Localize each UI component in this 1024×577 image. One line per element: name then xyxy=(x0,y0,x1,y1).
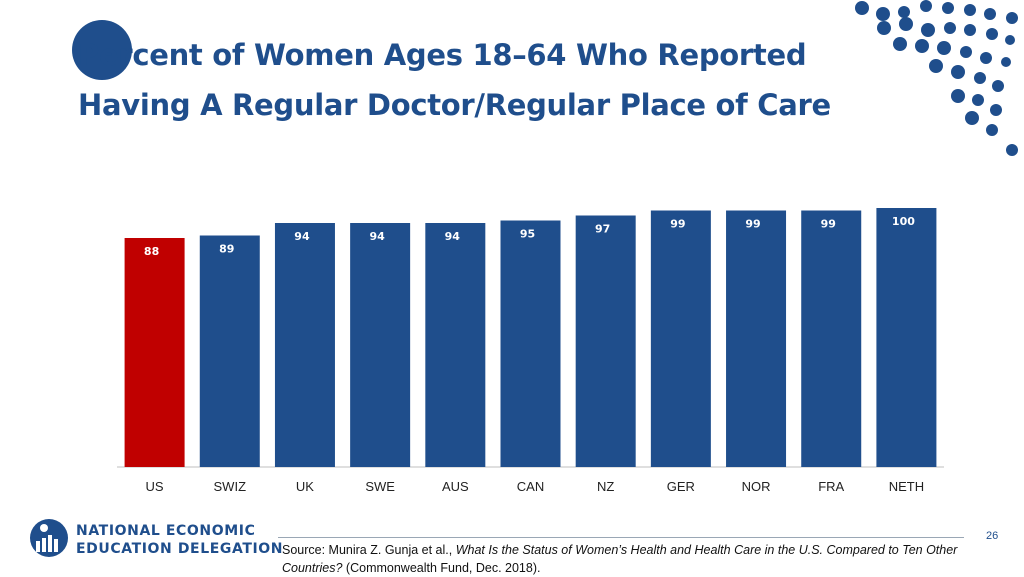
decorative-dot xyxy=(951,89,965,103)
need-logo: NATIONAL ECONOMIC EDUCATION DELEGATION xyxy=(28,517,283,561)
decorative-dot xyxy=(972,94,984,106)
decorative-dot xyxy=(986,28,998,40)
data-label-swe: 94 xyxy=(369,230,385,243)
decorative-dot xyxy=(937,41,951,55)
decorative-dot xyxy=(992,80,1004,92)
x-tick-label-us: US xyxy=(146,479,164,494)
x-tick-label-neth: NETH xyxy=(889,479,924,494)
decorative-dot xyxy=(893,37,907,51)
x-tick-label-nz: NZ xyxy=(597,479,614,494)
data-label-fra: 99 xyxy=(821,218,836,231)
data-label-swiz: 89 xyxy=(219,243,234,256)
source-title: What Is the Status of Women’s Health and… xyxy=(282,543,958,575)
data-label-us: 88 xyxy=(144,245,159,258)
x-tick-label-uk: UK xyxy=(296,479,314,494)
data-label-aus: 94 xyxy=(445,230,461,243)
logo-text: NATIONAL ECONOMIC EDUCATION DELEGATION xyxy=(76,522,283,558)
title-accent-circle xyxy=(72,20,132,80)
decorative-dot xyxy=(964,4,976,16)
decorative-dot xyxy=(964,24,976,36)
decorative-dot xyxy=(921,23,935,37)
bar-nor xyxy=(726,210,787,467)
x-tick-label-aus: AUS xyxy=(442,479,469,494)
decorative-dot xyxy=(960,46,972,58)
decorative-dot xyxy=(877,21,891,35)
decorative-dot xyxy=(965,111,979,125)
decorative-dot xyxy=(986,124,998,136)
decorative-dot xyxy=(990,104,1002,116)
x-tick-label-can: CAN xyxy=(517,479,544,494)
source-prefix: Source: Munira Z. Gunja et al., xyxy=(282,543,456,557)
data-label-nor: 99 xyxy=(745,218,760,231)
x-tick-label-swe: SWE xyxy=(365,479,395,494)
x-tick-label-nor: NOR xyxy=(742,479,771,494)
bar-ger xyxy=(650,210,711,467)
bar-swe xyxy=(350,223,411,467)
logo-line-1: NATIONAL ECONOMIC xyxy=(76,523,256,539)
bar-neth xyxy=(876,208,937,467)
data-label-neth: 100 xyxy=(892,215,915,228)
data-label-uk: 94 xyxy=(294,230,310,243)
data-label-nz: 97 xyxy=(595,223,610,236)
bar-chart: 88 US 89 SWIZ 94 UK 94 SWE 94 AUS 95 CAN 97 NZ 99 GER 99… xyxy=(117,208,944,494)
title-line-1: Percent of Women Ages 18–64 Who Reported xyxy=(78,38,807,72)
logo-line-2: EDUCATION DELEGATION xyxy=(76,541,284,557)
decorative-dot xyxy=(899,17,913,31)
source-citation: Source: Munira Z. Gunja et al., What Is … xyxy=(282,541,1012,577)
decorative-dot xyxy=(1006,144,1018,156)
bar-nz xyxy=(575,215,636,467)
x-tick-label-fra: FRA xyxy=(818,479,844,494)
bar-uk xyxy=(274,223,335,467)
x-tick-label-swiz: SWIZ xyxy=(214,479,247,494)
decorative-dot xyxy=(929,59,943,73)
decorative-dot xyxy=(951,65,965,79)
bar-fra xyxy=(801,210,862,467)
decorative-dots xyxy=(855,0,1018,156)
decorative-dot xyxy=(984,8,996,20)
page-title: Percent of Women Ages 18–64 Who Reported… xyxy=(78,30,938,130)
decorative-dot xyxy=(898,6,910,18)
footer-divider xyxy=(278,537,964,538)
bar-aus xyxy=(425,223,486,467)
decorative-dot xyxy=(876,7,890,21)
decorative-dot xyxy=(1005,35,1015,45)
data-label-ger: 99 xyxy=(670,218,685,231)
decorative-dot xyxy=(942,2,954,14)
decorative-dot xyxy=(915,39,929,53)
source-suffix: (Commonwealth Fund, Dec. 2018). xyxy=(342,561,541,575)
decorative-dot xyxy=(1001,57,1011,67)
decorative-dot xyxy=(1006,12,1018,24)
data-label-can: 95 xyxy=(520,228,535,241)
decorative-dot xyxy=(974,72,986,84)
decorative-dot xyxy=(944,22,956,34)
bar-can xyxy=(500,220,561,467)
decorative-dot xyxy=(855,1,869,15)
decorative-dot xyxy=(920,0,932,12)
bar-us xyxy=(124,238,185,467)
decorative-dot xyxy=(980,52,992,64)
page-number: 26 xyxy=(986,530,999,542)
title-line-2: Having A Regular Doctor/Regular Place of… xyxy=(78,88,831,122)
bar-swiz xyxy=(199,235,260,467)
x-tick-label-ger: GER xyxy=(667,479,695,494)
need-logo-icon xyxy=(30,519,68,557)
